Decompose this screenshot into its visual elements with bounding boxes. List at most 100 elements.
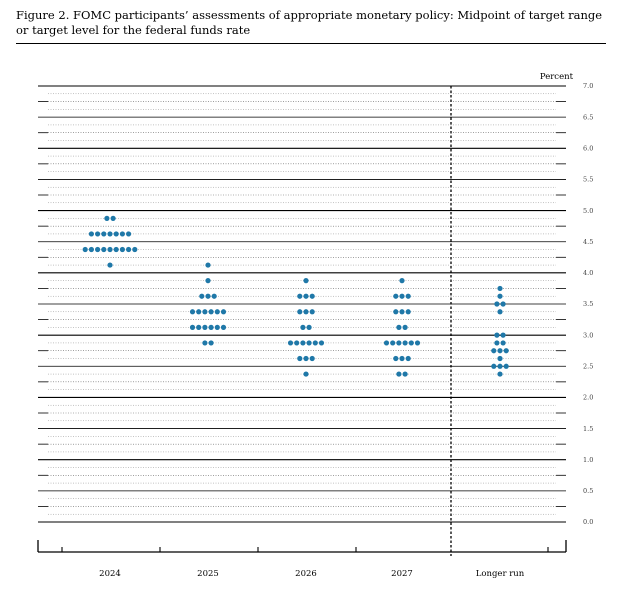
participant-dot bbox=[104, 215, 110, 221]
participant-dot bbox=[101, 246, 107, 253]
participant-dot bbox=[119, 246, 125, 253]
figure-title: Figure 2. FOMC participants’ assessments… bbox=[16, 8, 603, 37]
participant-dot bbox=[110, 215, 116, 221]
participant-dot bbox=[297, 355, 303, 362]
y-tick-label: 4.5 bbox=[583, 238, 593, 246]
y-tick-label: 4.0 bbox=[583, 269, 593, 277]
participant-dot bbox=[405, 293, 411, 299]
participant-dot bbox=[396, 324, 402, 330]
participant-dot bbox=[497, 371, 503, 377]
participant-dot bbox=[500, 332, 506, 338]
participant-dot bbox=[393, 309, 399, 315]
participant-dot bbox=[205, 293, 211, 299]
participant-dot bbox=[491, 348, 497, 354]
participant-dot bbox=[405, 309, 411, 315]
participant-dot bbox=[306, 340, 312, 346]
participant-dot bbox=[497, 363, 503, 369]
y-tick-label: 0.0 bbox=[583, 518, 593, 526]
participant-dot bbox=[107, 231, 113, 237]
participant-dot bbox=[211, 293, 217, 299]
x-category-label: 2027 bbox=[391, 569, 413, 579]
x-category-label: Longer run bbox=[476, 569, 525, 579]
participant-dot bbox=[205, 262, 211, 268]
participant-dot bbox=[199, 293, 205, 299]
participant-dot bbox=[497, 285, 503, 292]
participant-dot bbox=[214, 324, 220, 330]
participant-dot bbox=[494, 301, 500, 307]
participant-dot bbox=[208, 324, 214, 330]
participant-dot bbox=[82, 246, 88, 253]
participant-dot bbox=[390, 340, 396, 346]
y-tick-label: 1.5 bbox=[583, 425, 593, 433]
participant-dot bbox=[402, 324, 408, 330]
participant-dot bbox=[107, 246, 113, 253]
y-tick-labels: 0.0 0.5 1.0 1.5 2.0 2.5 3.0 3.5 4.0 4.5 5.0 5.5 6.0 6… bbox=[583, 82, 593, 526]
participant-dot bbox=[399, 355, 405, 362]
participant-dot bbox=[396, 340, 402, 346]
participant-dot bbox=[309, 355, 315, 362]
participant-dot bbox=[119, 231, 125, 237]
y-tick-label: 0.5 bbox=[583, 487, 593, 495]
participant-dot bbox=[95, 231, 101, 237]
dot-markers bbox=[82, 215, 509, 377]
participant-dot bbox=[500, 301, 506, 307]
participant-dot bbox=[393, 293, 399, 299]
participant-dot bbox=[303, 293, 309, 299]
participant-dot bbox=[497, 348, 503, 354]
participant-dot bbox=[393, 355, 399, 362]
y-tick-label: 2.0 bbox=[583, 394, 593, 402]
participant-dot bbox=[196, 309, 202, 315]
participant-dot bbox=[402, 371, 408, 377]
participant-dot bbox=[220, 324, 227, 330]
participant-dot bbox=[494, 332, 500, 338]
participant-dot bbox=[497, 293, 503, 299]
participant-dot bbox=[303, 371, 309, 377]
participant-dot bbox=[497, 309, 503, 315]
participant-dot bbox=[306, 324, 312, 330]
participant-dot bbox=[402, 340, 408, 346]
participant-dot bbox=[113, 246, 119, 253]
participant-dot bbox=[414, 340, 421, 346]
participant-dot bbox=[408, 340, 414, 346]
participant-dot bbox=[220, 309, 227, 315]
participant-dot bbox=[189, 324, 196, 330]
y-axis-unit-label: Percent bbox=[540, 72, 574, 82]
y-tick-label: 3.5 bbox=[583, 300, 593, 308]
participant-dot bbox=[297, 293, 303, 299]
participant-dot bbox=[294, 340, 300, 346]
participant-dot bbox=[300, 340, 306, 346]
participant-dot bbox=[132, 246, 138, 253]
participant-dot bbox=[491, 363, 497, 369]
participant-dot bbox=[208, 309, 214, 315]
participant-dot bbox=[309, 309, 315, 315]
title-rule bbox=[16, 43, 606, 44]
participant-dot bbox=[300, 324, 306, 330]
y-tick-label: 6.0 bbox=[583, 144, 593, 152]
participant-dot bbox=[297, 309, 303, 315]
participant-dot bbox=[196, 324, 202, 330]
y-tick-label: 3.0 bbox=[583, 331, 593, 339]
y-tick-label: 5.5 bbox=[583, 176, 593, 184]
participant-dot bbox=[396, 371, 402, 377]
participant-dot bbox=[503, 363, 509, 369]
participant-dot bbox=[202, 340, 208, 346]
participant-dot bbox=[88, 231, 94, 237]
participant-dot bbox=[309, 293, 315, 299]
participant-dot bbox=[399, 309, 405, 315]
y-tick-label: 2.5 bbox=[583, 362, 593, 370]
participant-dot bbox=[95, 246, 101, 253]
participant-dot bbox=[189, 309, 196, 315]
participant-dot bbox=[126, 231, 132, 237]
participant-dot bbox=[287, 340, 294, 346]
participant-dot bbox=[318, 340, 325, 346]
x-category-label: 2026 bbox=[295, 569, 317, 579]
participant-dot bbox=[303, 309, 309, 315]
participant-dot bbox=[383, 340, 390, 346]
x-category-label: 2025 bbox=[197, 569, 219, 579]
participant-dot bbox=[88, 246, 94, 253]
participant-dot bbox=[303, 355, 309, 362]
participant-dot bbox=[503, 348, 509, 354]
y-tick-label: 6.5 bbox=[583, 113, 593, 121]
participant-dot bbox=[113, 231, 119, 237]
y-tick-label: 5.0 bbox=[583, 207, 593, 215]
